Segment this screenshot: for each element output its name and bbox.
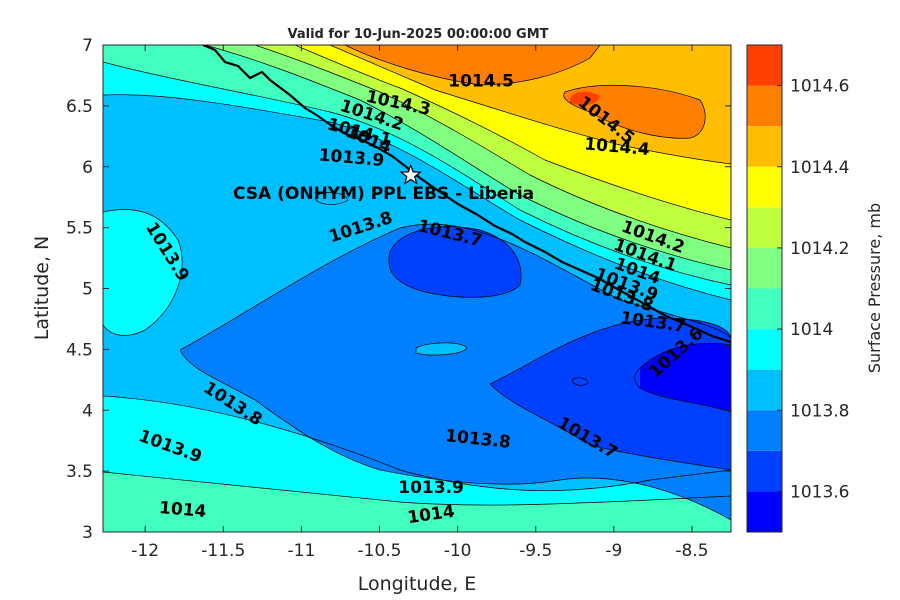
x-tick-label: -12	[131, 541, 159, 561]
colorbar-tick-label: 1014.4	[790, 158, 849, 178]
band-1014-5-east	[563, 85, 706, 139]
chart-title: Valid for 10-Jun-2025 00:00:00 GMT	[288, 27, 549, 42]
x-tick-label: -10	[444, 541, 472, 561]
contour-lines	[103, 45, 731, 521]
contour-label: 1014.5	[448, 72, 514, 92]
contour-label: 1013.9	[398, 478, 464, 498]
colorbar-bin	[747, 126, 782, 167]
x-tick-label: -10.5	[358, 541, 402, 561]
y-axis-label: Latitude, N	[31, 236, 53, 341]
contour-label: 1014	[158, 498, 207, 522]
colorbar-bin	[747, 85, 782, 127]
colorbar-bin	[747, 410, 782, 451]
x-tick-label: -9	[605, 541, 622, 561]
y-axis: 3 3.5 4 4.5 5 5.5 6 6.5 7	[66, 36, 731, 543]
colorbar-bin	[747, 369, 782, 411]
site-label: CSA (ONHYM) PPL EBS - Liberia	[233, 184, 534, 204]
x-axis-label: Longitude, E	[358, 573, 477, 595]
band-1014-5-north	[345, 45, 600, 85]
y-tick-label: 5.5	[66, 219, 93, 239]
x-tick-label: -8.5	[675, 541, 708, 561]
coastline	[202, 45, 731, 344]
y-tick-label: 6.5	[66, 97, 93, 117]
band-1013-9-west	[103, 209, 183, 336]
colorbar-bin	[747, 247, 782, 289]
site-star-icon	[399, 163, 422, 185]
island-1013-8	[416, 342, 467, 356]
contour-field	[103, 45, 731, 532]
y-tick-label: 4	[82, 401, 93, 421]
band-1013-6-center	[388, 226, 522, 298]
band-1013-5-east	[640, 343, 731, 412]
y-tick-label: 7	[82, 36, 93, 56]
band-1014-6	[570, 91, 600, 106]
colorbar-tick-label: 1013.6	[790, 482, 849, 502]
colorbar-bin	[747, 288, 782, 330]
band-1014-south	[103, 472, 731, 532]
colorbar-tick-label: 1014	[790, 320, 833, 340]
colorbar-bin	[747, 45, 782, 86]
y-tick-label: 3	[82, 523, 93, 543]
y-tick-label: 6	[82, 158, 93, 178]
x-axis: -12 -11.5 -11 -10.5 -10 -9.5 -9 -8.5	[131, 45, 709, 561]
colorbar-bin	[747, 329, 782, 370]
colorbar-bin	[747, 450, 782, 492]
colorbar: 1013.6 1013.8 1014 1014.2 1014.4 1014.6	[746, 44, 849, 533]
colorbar-tick-label: 1013.8	[790, 401, 849, 421]
colorbar-label: Surface Pressure, mb	[865, 203, 884, 373]
colorbar-bin	[747, 207, 782, 248]
x-tick-label: -11	[288, 541, 316, 561]
colorbar-frame	[746, 44, 783, 533]
y-tick-label: 4.5	[66, 340, 93, 360]
x-tick-label: -9.5	[519, 541, 552, 561]
y-tick-label: 3.5	[66, 462, 93, 482]
colorbar-tick-label: 1014.2	[790, 239, 849, 259]
y-tick-label: 5	[82, 280, 93, 300]
colorbar-bin	[747, 491, 782, 532]
x-tick-label: -11.5	[201, 541, 245, 561]
colorbar-tick-label: 1014.6	[790, 77, 849, 97]
site-marker: CSA (ONHYM) PPL EBS - Liberia	[233, 163, 534, 204]
colorbar-bin	[747, 166, 782, 208]
